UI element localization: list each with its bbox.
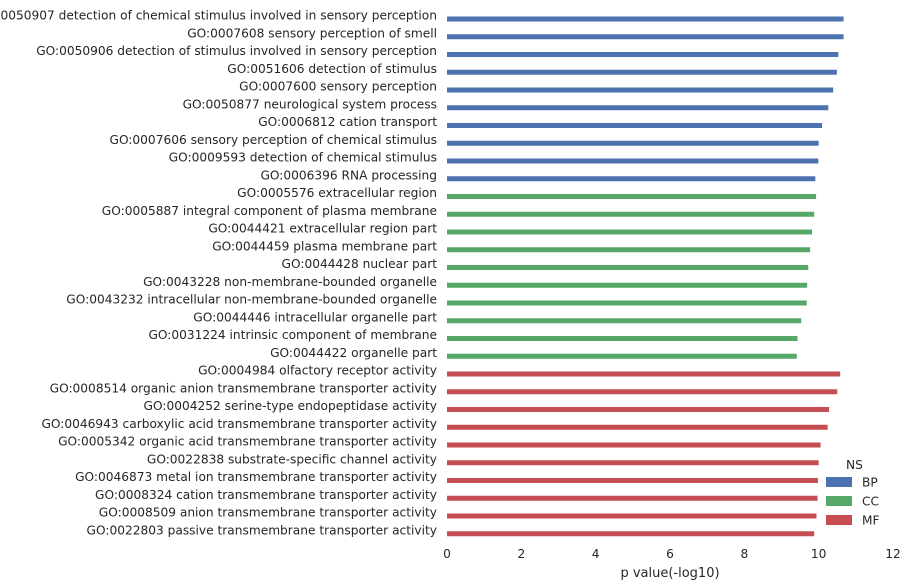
legend-label-mf: MF — [862, 514, 880, 528]
bar-cc — [447, 265, 809, 270]
x-tick-label: 12 — [885, 547, 901, 561]
bar-bp — [447, 34, 844, 40]
bar-mf — [447, 495, 818, 501]
legend-swatch-cc — [826, 496, 852, 506]
category-label: GO:0022838 substrate-specific channel ac… — [147, 452, 437, 466]
legend-label-bp: BP — [862, 476, 878, 490]
bar-mf — [447, 442, 821, 448]
category-label: GO:0044459 plasma membrane part — [212, 239, 437, 253]
legend-label-cc: CC — [862, 495, 879, 509]
category-labels: GO:0050907 detection of chemical stimulu… — [0, 9, 437, 538]
x-tick-label: 10 — [811, 547, 827, 561]
x-tick-label: 0 — [443, 547, 451, 561]
category-label: GO:0008514 organic anion transmembrane t… — [50, 381, 437, 395]
category-label: GO:0043228 non-membrane-bounded organell… — [143, 275, 437, 289]
bar-cc — [447, 194, 817, 199]
bar-cc — [447, 318, 802, 324]
x-axis-title: p value(-log10) — [620, 566, 719, 581]
bar-cc — [447, 247, 811, 253]
bar-cc — [447, 229, 812, 235]
bar-bp — [447, 69, 837, 75]
category-label: GO:0006396 RNA processing — [260, 168, 437, 182]
bar-bp — [447, 176, 816, 182]
category-label: GO:0046943 carboxylic acid transmembrane… — [41, 417, 437, 431]
category-label: GO:0044421 extracellular region part — [208, 222, 437, 236]
category-label: GO:0031224 intrinsic component of membra… — [148, 328, 437, 342]
bar-mf — [447, 407, 830, 412]
category-label: GO:0043232 intracellular non-membrane-bo… — [66, 293, 437, 307]
category-label: GO:0006812 cation transport — [258, 115, 437, 129]
category-label: GO:0008324 cation transmembrane transpor… — [95, 488, 437, 502]
bar-bp — [447, 87, 834, 93]
x-tick-label: 6 — [666, 547, 674, 561]
bar-bp — [447, 52, 839, 57]
category-label: GO:0007600 sensory perception — [239, 80, 437, 94]
category-label: GO:0007608 sensory perception of smell — [187, 26, 437, 40]
legend-swatch-bp — [826, 477, 852, 487]
category-label: GO:0005342 organic acid transmembrane tr… — [58, 435, 437, 449]
category-label: GO:0008509 anion transmembrane transport… — [99, 506, 437, 520]
bar-mf — [447, 531, 815, 537]
category-label: GO:0044422 organelle part — [270, 346, 437, 360]
category-label: GO:0007606 sensory perception of chemica… — [110, 133, 438, 147]
bar-bp — [447, 140, 819, 146]
bar-bp — [447, 123, 823, 128]
category-label: GO:0050906 detection of stimulus involve… — [36, 44, 437, 58]
category-label: GO:0044428 nuclear part — [282, 257, 438, 271]
bar-cc — [447, 282, 808, 288]
category-label: GO:0005887 integral component of plasma … — [102, 204, 437, 218]
bar-bp — [447, 158, 819, 164]
bar-mf — [447, 424, 828, 430]
legend-title: NS — [846, 458, 863, 472]
category-label: GO:0050907 detection of chemical stimulu… — [0, 9, 437, 23]
bar-cc — [447, 353, 797, 359]
bar-bp — [447, 105, 829, 111]
bar-bp — [447, 16, 844, 22]
bars-group — [447, 16, 844, 537]
category-label: GO:0009593 detection of chemical stimulu… — [169, 151, 437, 165]
bar-mf — [447, 389, 838, 395]
bar-mf — [447, 513, 817, 519]
bar-mf — [447, 371, 841, 377]
legend: NS BP CC MF — [826, 458, 880, 528]
category-label: GO:0050877 neurological system process — [183, 97, 437, 111]
category-label: GO:0005576 extracellular region — [237, 186, 437, 200]
category-label: GO:0051606 detection of stimulus — [227, 62, 437, 76]
bar-mf — [447, 460, 819, 466]
x-tick-label: 2 — [517, 547, 525, 561]
x-tick-label: 8 — [740, 547, 748, 561]
bar-mf — [447, 478, 818, 483]
category-label: GO:0022803 passive transmembrane transpo… — [87, 523, 437, 537]
x-tick-label: 4 — [592, 547, 600, 561]
category-label: GO:0004252 serine-type endopeptidase act… — [144, 399, 437, 413]
category-label: GO:0004984 olfactory receptor activity — [198, 364, 437, 378]
bar-cc — [447, 336, 798, 341]
bar-cc — [447, 300, 807, 306]
bar-cc — [447, 211, 815, 217]
category-label: GO:0046873 metal ion transmembrane trans… — [75, 470, 437, 484]
x-tick-labels: 0 2 4 6 8 10 12 — [443, 547, 901, 561]
legend-swatch-mf — [826, 515, 852, 525]
category-label: GO:0044446 intracellular organelle part — [193, 310, 437, 324]
